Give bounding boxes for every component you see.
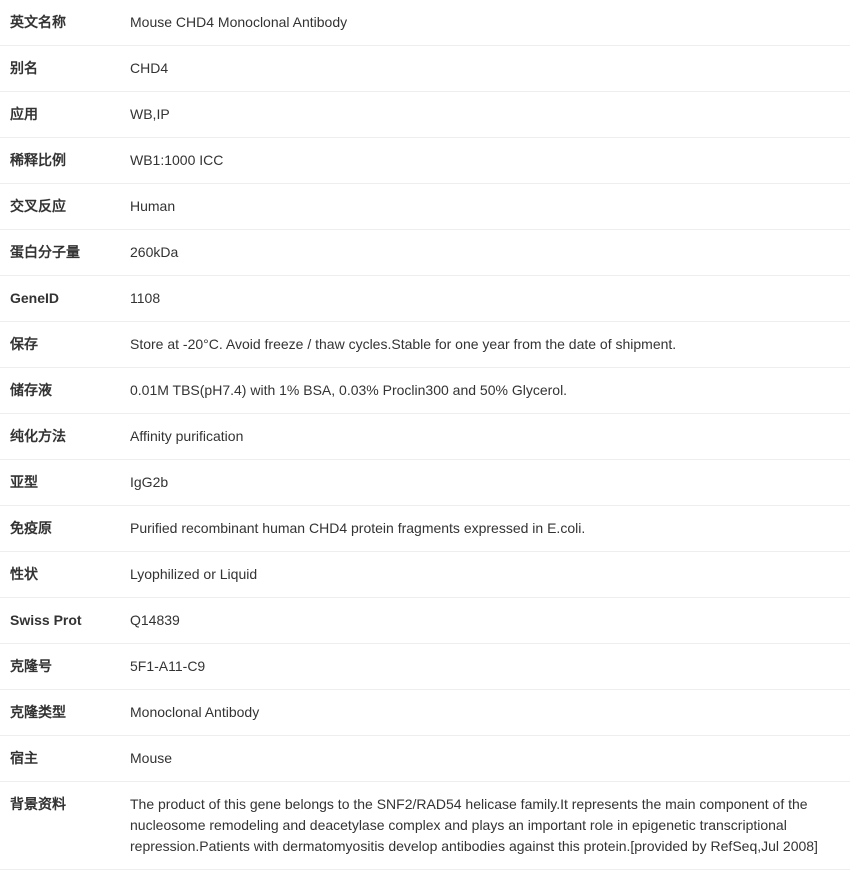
row-label: 克隆类型 [0,690,120,736]
row-value: Monoclonal Antibody [120,690,850,736]
table-row: 克隆号 5F1-A11-C9 [0,644,850,690]
spec-table-body: 英文名称 Mouse CHD4 Monoclonal Antibody 别名 C… [0,0,850,870]
product-spec-table: 英文名称 Mouse CHD4 Monoclonal Antibody 别名 C… [0,0,850,870]
row-value: 0.01M TBS(pH7.4) with 1% BSA, 0.03% Proc… [120,368,850,414]
table-row: GeneID 1108 [0,276,850,322]
table-row: 克隆类型 Monoclonal Antibody [0,690,850,736]
row-label: 免疫原 [0,506,120,552]
row-label: 克隆号 [0,644,120,690]
table-row: 交叉反应 Human [0,184,850,230]
table-row: 亚型 IgG2b [0,460,850,506]
row-value: Lyophilized or Liquid [120,552,850,598]
table-row: 应用 WB,IP [0,92,850,138]
row-value: Affinity purification [120,414,850,460]
table-row: 储存液 0.01M TBS(pH7.4) with 1% BSA, 0.03% … [0,368,850,414]
row-label: 英文名称 [0,0,120,46]
table-row: 蛋白分子量 260kDa [0,230,850,276]
row-label: 储存液 [0,368,120,414]
row-label: GeneID [0,276,120,322]
row-value: WB1:1000 ICC [120,138,850,184]
row-label: 别名 [0,46,120,92]
row-value: Mouse CHD4 Monoclonal Antibody [120,0,850,46]
row-label: Swiss Prot [0,598,120,644]
table-row: 背景资料 The product of this gene belongs to… [0,782,850,870]
row-label: 交叉反应 [0,184,120,230]
row-label: 应用 [0,92,120,138]
row-value: CHD4 [120,46,850,92]
table-row: 保存 Store at -20°C. Avoid freeze / thaw c… [0,322,850,368]
row-label: 纯化方法 [0,414,120,460]
row-label: 蛋白分子量 [0,230,120,276]
table-row: 纯化方法 Affinity purification [0,414,850,460]
row-label: 保存 [0,322,120,368]
table-row: Swiss Prot Q14839 [0,598,850,644]
row-value: Q14839 [120,598,850,644]
row-value: 5F1-A11-C9 [120,644,850,690]
row-value: WB,IP [120,92,850,138]
row-value: The product of this gene belongs to the … [120,782,850,870]
row-label: 背景资料 [0,782,120,870]
row-label: 亚型 [0,460,120,506]
row-value: 260kDa [120,230,850,276]
row-label: 稀释比例 [0,138,120,184]
row-value: 1108 [120,276,850,322]
row-value: Store at -20°C. Avoid freeze / thaw cycl… [120,322,850,368]
row-label: 性状 [0,552,120,598]
table-row: 性状 Lyophilized or Liquid [0,552,850,598]
table-row: 英文名称 Mouse CHD4 Monoclonal Antibody [0,0,850,46]
row-value: Purified recombinant human CHD4 protein … [120,506,850,552]
row-value: Human [120,184,850,230]
table-row: 稀释比例 WB1:1000 ICC [0,138,850,184]
row-value: IgG2b [120,460,850,506]
table-row: 别名 CHD4 [0,46,850,92]
table-row: 免疫原 Purified recombinant human CHD4 prot… [0,506,850,552]
